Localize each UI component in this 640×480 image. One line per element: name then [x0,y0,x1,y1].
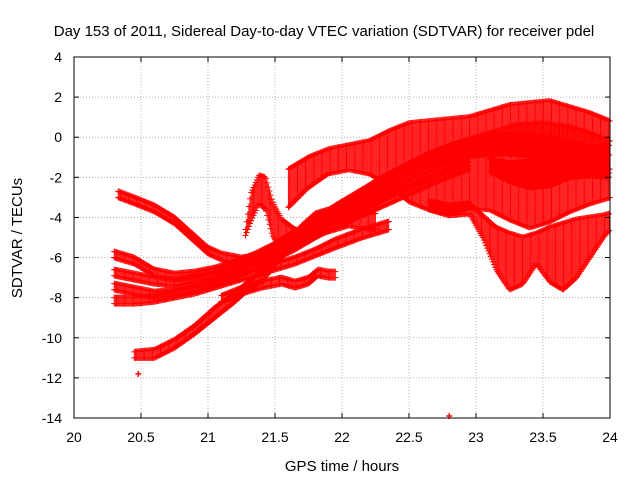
sdtvar-band-7 [242,172,379,253]
y-axis-title: SDTVAR / TECUs [9,178,26,298]
x-tick-label: 22 [334,429,350,445]
x-tick-label: 20.5 [127,429,154,445]
x-tick-label: 24 [602,429,618,445]
x-tick-label: 23.5 [529,429,556,445]
x-tick-label: 23 [468,429,484,445]
sdtvar-track-8 [218,266,339,305]
x-tick-label: 21 [200,429,216,445]
sdtvar-point-1 [135,370,142,377]
y-tick-label: 0 [54,129,62,145]
sdtvar-band-8 [218,266,339,305]
y-tick-label: -14 [42,410,62,426]
sdtvar-band-11 [486,142,612,191]
sdtvar-band-10 [426,198,613,293]
y-tick-label: -4 [50,209,63,225]
x-tick-label: 22.5 [395,429,422,445]
sdtvar-track-11 [486,142,612,191]
chart-title: Day 153 of 2011, Sidereal Day-to-day VTE… [54,23,595,40]
y-tick-label: -12 [42,370,62,386]
data-series-sdtvar [111,98,613,419]
sdtvar-track-10 [426,198,613,293]
y-tick-label: -2 [50,169,63,185]
y-tick-label: -10 [42,330,62,346]
y-tick-label: -6 [50,250,63,266]
x-tick-label: 20 [66,429,82,445]
y-tick-label: -8 [50,290,63,306]
x-tick-label: 21.5 [261,429,288,445]
y-tick-label: 2 [54,89,62,105]
y-tick-label: 4 [54,49,62,65]
sdtvar-track-7 [242,172,379,253]
x-axis-title: GPS time / hours [285,458,399,475]
axis-ticks: 20 20.5 21 21.5 22 22.5 23 23.5 24420-2-4-6-8-10… [42,49,618,445]
